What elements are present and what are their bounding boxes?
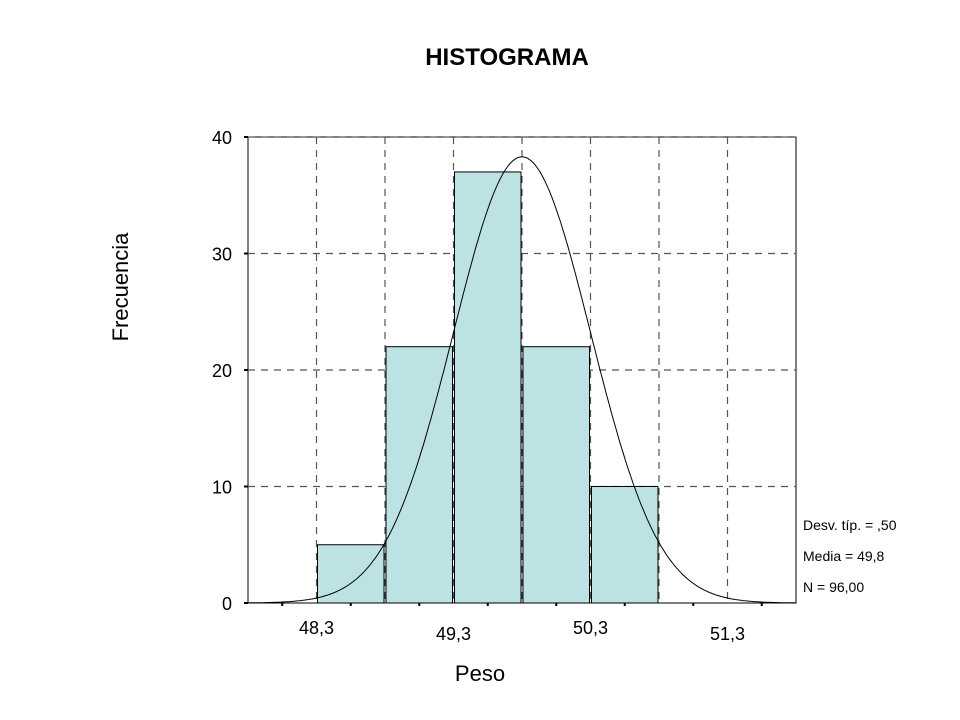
histogram-bar-4 [591,486,659,604]
histogram-bars [317,171,659,604]
y-tick-label-0: 0 [222,594,232,614]
x-tick-label-0: 48,3 [299,618,334,638]
x-tick-label-2: 50,3 [573,618,608,638]
x-minor-tick-3 [486,603,489,606]
histogram-bar-2 [454,171,522,604]
statistics-legend: Desv. típ. = ,50 Media = 49,8 N = 96,00 [803,517,897,595]
x-minor-tick-4 [555,603,558,606]
x-minor-tick-1 [349,603,352,606]
x-tick-label-3: 51,3 [710,624,745,644]
stat-line-0: Desv. típ. = ,50 [803,517,897,533]
x-tick-label-1: 49,3 [436,624,471,644]
chart-title: HISTOGRAMA [425,44,589,71]
stat-line-1: Media = 49,8 [803,548,885,564]
y-tick-label-3: 30 [212,245,232,265]
stat-line-2: N = 96,00 [803,579,864,595]
y-axis-ticks: 0 10 20 30 40 [212,128,248,614]
grid-lines [248,136,796,603]
x-minor-tick-7 [760,603,763,606]
x-minor-tick-0 [281,603,284,606]
histogram-bar-1 [385,346,453,604]
y-tick-label-1: 10 [212,478,232,498]
histogram-bar-3 [522,346,590,604]
y-tick-label-2: 20 [212,361,232,381]
y-tick-label-4: 40 [212,128,232,148]
x-minor-tick-6 [692,603,695,606]
y-axis-label: Frecuencia [108,232,133,342]
histogram-bar-0 [317,544,385,604]
x-minor-tick-2 [418,603,421,606]
x-axis-label: Peso [455,661,505,686]
x-axis-ticks: 48,3 49,3 50,3 51,3 [281,603,763,644]
x-minor-tick-5 [623,603,626,606]
normal-curve [247,156,797,604]
